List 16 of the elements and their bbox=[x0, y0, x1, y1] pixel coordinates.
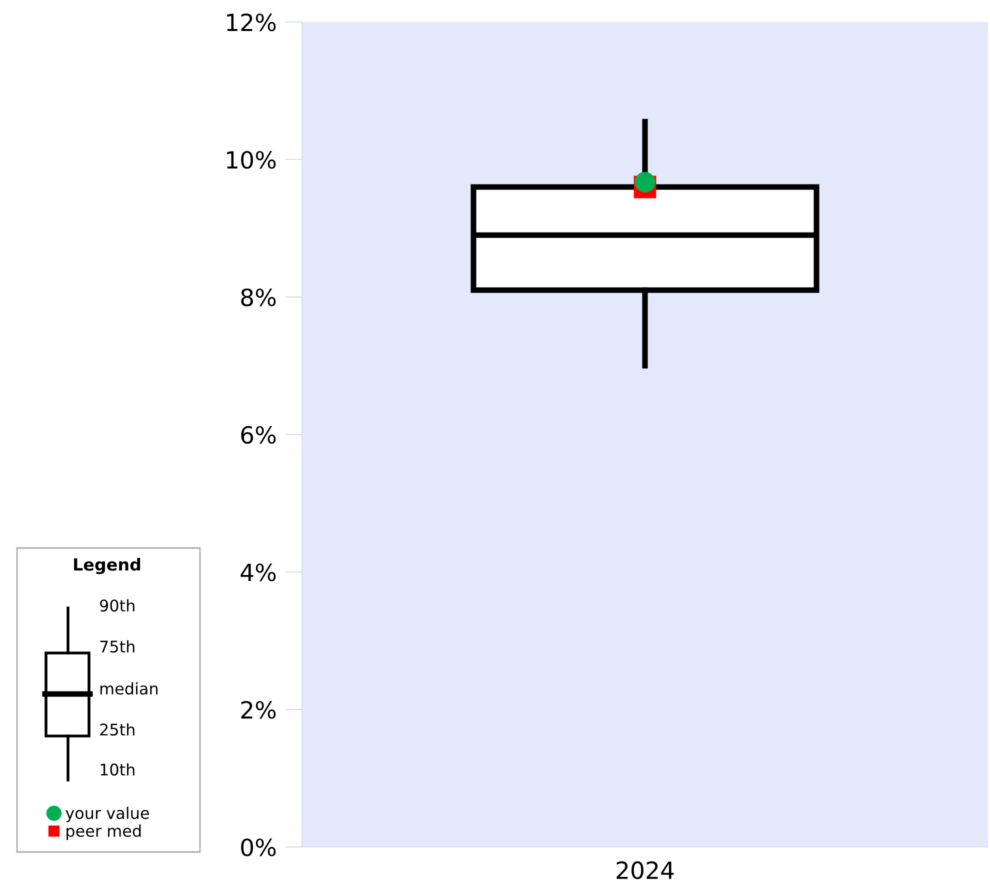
legend-title: Legend bbox=[74, 558, 140, 574]
y-tick-label: 6% bbox=[241, 426, 276, 444]
text: 75th bbox=[100, 640, 134, 653]
legend-label: your value bbox=[66, 806, 149, 822]
y-tick-label: 12% bbox=[227, 13, 276, 32]
y-tick-label: 0% bbox=[241, 838, 276, 856]
y-tick-label: 2% bbox=[241, 700, 276, 719]
x-tick-label: 2024 bbox=[616, 861, 674, 880]
text: 25th bbox=[100, 723, 134, 736]
y-tick-label: 8% bbox=[241, 288, 276, 306]
text: median bbox=[100, 682, 158, 695]
y-tick-label: 10% bbox=[227, 150, 276, 169]
y-tick-label: 4% bbox=[240, 563, 276, 582]
text: 10th bbox=[100, 763, 134, 776]
text: 90th bbox=[100, 599, 134, 612]
legend-label: peer med bbox=[66, 824, 141, 840]
